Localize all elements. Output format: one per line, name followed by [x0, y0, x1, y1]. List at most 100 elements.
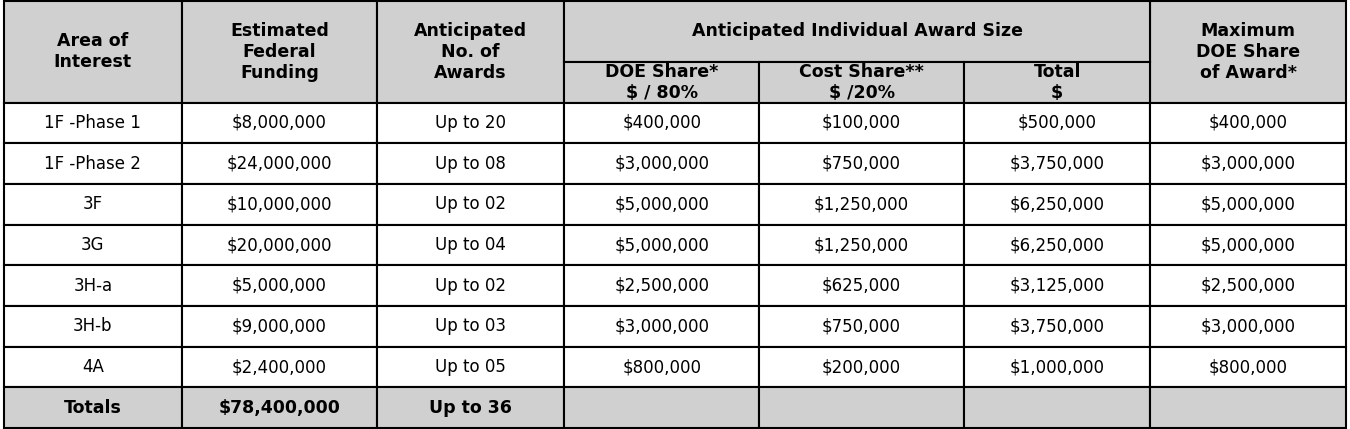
- Bar: [564, 306, 760, 347]
- Text: Up to 20: Up to 20: [435, 114, 506, 132]
- Bar: [377, 347, 564, 387]
- Text: $1,250,000: $1,250,000: [814, 195, 909, 213]
- Bar: [1150, 266, 1346, 306]
- Text: $5,000,000: $5,000,000: [1200, 236, 1296, 254]
- Bar: [4, 143, 182, 184]
- Bar: [4, 266, 182, 306]
- Text: Estimated
Federal
Funding: Estimated Federal Funding: [230, 22, 329, 82]
- Text: 3H-b: 3H-b: [73, 317, 112, 335]
- Bar: [182, 143, 377, 184]
- Bar: [964, 143, 1150, 184]
- Bar: [964, 103, 1150, 143]
- Text: $2,500,000: $2,500,000: [614, 277, 709, 295]
- Bar: [964, 225, 1150, 266]
- Bar: [182, 103, 377, 143]
- Bar: [182, 225, 377, 266]
- Bar: [4, 103, 182, 143]
- Bar: [1150, 103, 1346, 143]
- Text: Area of
Interest: Area of Interest: [54, 32, 132, 71]
- Text: Anticipated
No. of
Awards: Anticipated No. of Awards: [414, 22, 526, 82]
- Text: $3,000,000: $3,000,000: [614, 317, 709, 335]
- Bar: [377, 103, 564, 143]
- Text: $78,400,000: $78,400,000: [219, 399, 340, 417]
- Bar: [964, 387, 1150, 428]
- Bar: [760, 143, 964, 184]
- Text: $800,000: $800,000: [1208, 358, 1288, 376]
- Text: $9,000,000: $9,000,000: [232, 317, 327, 335]
- Text: $6,250,000: $6,250,000: [1010, 236, 1104, 254]
- Bar: [377, 1, 564, 103]
- Text: $24,000,000: $24,000,000: [227, 154, 332, 172]
- Bar: [1150, 306, 1346, 347]
- Bar: [964, 347, 1150, 387]
- Text: Up to 03: Up to 03: [435, 317, 506, 335]
- Text: Anticipated Individual Award Size: Anticipated Individual Award Size: [691, 22, 1023, 40]
- Bar: [964, 62, 1150, 103]
- Text: $200,000: $200,000: [822, 358, 902, 376]
- Text: 1F -Phase 2: 1F -Phase 2: [45, 154, 142, 172]
- Text: Totals: Totals: [63, 399, 122, 417]
- Bar: [377, 225, 564, 266]
- Bar: [1150, 1, 1346, 103]
- Text: $3,000,000: $3,000,000: [1200, 317, 1296, 335]
- Text: 3F: 3F: [82, 195, 103, 213]
- Bar: [760, 225, 964, 266]
- Text: $5,000,000: $5,000,000: [1200, 195, 1296, 213]
- Bar: [4, 306, 182, 347]
- Bar: [182, 387, 377, 428]
- Text: $625,000: $625,000: [822, 277, 902, 295]
- Text: $8,000,000: $8,000,000: [232, 114, 327, 132]
- Text: $2,500,000: $2,500,000: [1200, 277, 1296, 295]
- Bar: [564, 143, 760, 184]
- Text: $3,000,000: $3,000,000: [1200, 154, 1296, 172]
- Text: $500,000: $500,000: [1018, 114, 1096, 132]
- Bar: [564, 225, 760, 266]
- Text: Up to 04: Up to 04: [435, 236, 506, 254]
- Text: $5,000,000: $5,000,000: [232, 277, 327, 295]
- Bar: [564, 387, 760, 428]
- Bar: [4, 225, 182, 266]
- Text: $1,000,000: $1,000,000: [1010, 358, 1104, 376]
- Bar: [964, 306, 1150, 347]
- Text: $20,000,000: $20,000,000: [227, 236, 332, 254]
- Bar: [760, 184, 964, 225]
- Text: $400,000: $400,000: [1208, 114, 1288, 132]
- Bar: [1150, 184, 1346, 225]
- Text: Up to 36: Up to 36: [429, 399, 512, 417]
- Text: Cost Share**
$ /20%: Cost Share** $ /20%: [799, 63, 923, 102]
- Bar: [964, 184, 1150, 225]
- Bar: [4, 184, 182, 225]
- Text: 3H-a: 3H-a: [73, 277, 112, 295]
- Bar: [182, 347, 377, 387]
- Bar: [760, 103, 964, 143]
- Bar: [760, 347, 964, 387]
- Text: 4A: 4A: [82, 358, 104, 376]
- Text: $400,000: $400,000: [622, 114, 701, 132]
- Bar: [564, 103, 760, 143]
- Text: 3G: 3G: [81, 236, 105, 254]
- Bar: [760, 62, 964, 103]
- Bar: [4, 387, 182, 428]
- Bar: [182, 266, 377, 306]
- Bar: [1150, 387, 1346, 428]
- Text: Up to 05: Up to 05: [435, 358, 506, 376]
- Text: $1,250,000: $1,250,000: [814, 236, 909, 254]
- Text: Up to 08: Up to 08: [435, 154, 506, 172]
- Bar: [4, 347, 182, 387]
- Text: $750,000: $750,000: [822, 154, 900, 172]
- Bar: [182, 306, 377, 347]
- Bar: [1150, 143, 1346, 184]
- Bar: [377, 266, 564, 306]
- Bar: [964, 266, 1150, 306]
- Text: Up to 02: Up to 02: [435, 195, 506, 213]
- Text: $5,000,000: $5,000,000: [614, 236, 709, 254]
- Text: $750,000: $750,000: [822, 317, 900, 335]
- Bar: [760, 387, 964, 428]
- Bar: [182, 1, 377, 103]
- Text: $3,125,000: $3,125,000: [1010, 277, 1104, 295]
- Bar: [4, 1, 182, 103]
- Text: $5,000,000: $5,000,000: [614, 195, 709, 213]
- Bar: [564, 347, 760, 387]
- Text: Total
$: Total $: [1033, 63, 1081, 102]
- Bar: [1150, 225, 1346, 266]
